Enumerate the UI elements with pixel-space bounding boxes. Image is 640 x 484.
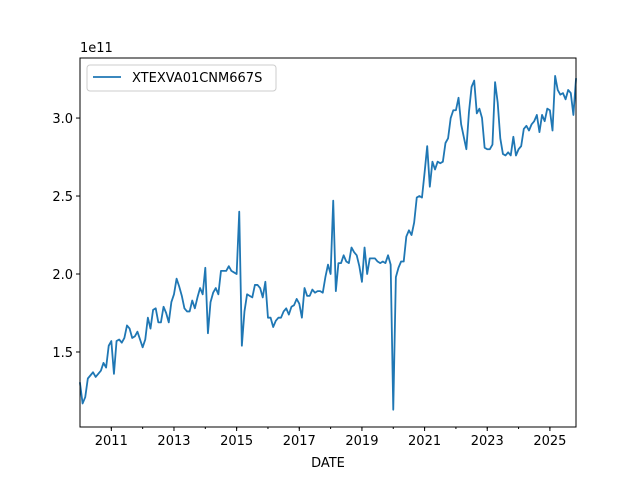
y-tick-label: 1.5: [52, 346, 73, 361]
x-axis-label: DATE: [311, 456, 345, 471]
series-line: [78, 75, 577, 411]
legend-label: XTEXVA01CNM667S: [132, 71, 262, 86]
x-tick-label: 2013: [157, 434, 190, 449]
y-tick-label: 2.0: [52, 268, 73, 283]
x-axis-ticks: 2011 2013 2015 2017 2019 2021 2023 2025: [95, 427, 566, 449]
x-tick-label: 2019: [345, 434, 378, 449]
plot-frame: [79, 57, 577, 428]
x-tick-label: 2017: [283, 434, 316, 449]
x-tick-label: 2015: [220, 434, 253, 449]
legend-box: [86, 64, 277, 92]
legend: XTEXVA01CNM667S: [86, 64, 277, 92]
x-tick-label: 2021: [408, 434, 441, 449]
y-tick-label: 2.5: [52, 190, 73, 205]
y-tick-label: 3.0: [52, 112, 73, 127]
x-tick-label: 2011: [95, 434, 128, 449]
y-offset-label: 1e11: [80, 41, 113, 56]
y-axis-ticks: 1.5 2.0 2.5 3.0: [52, 112, 80, 361]
x-tick-label: 2025: [533, 434, 566, 449]
x-tick-label: 2023: [471, 434, 504, 449]
